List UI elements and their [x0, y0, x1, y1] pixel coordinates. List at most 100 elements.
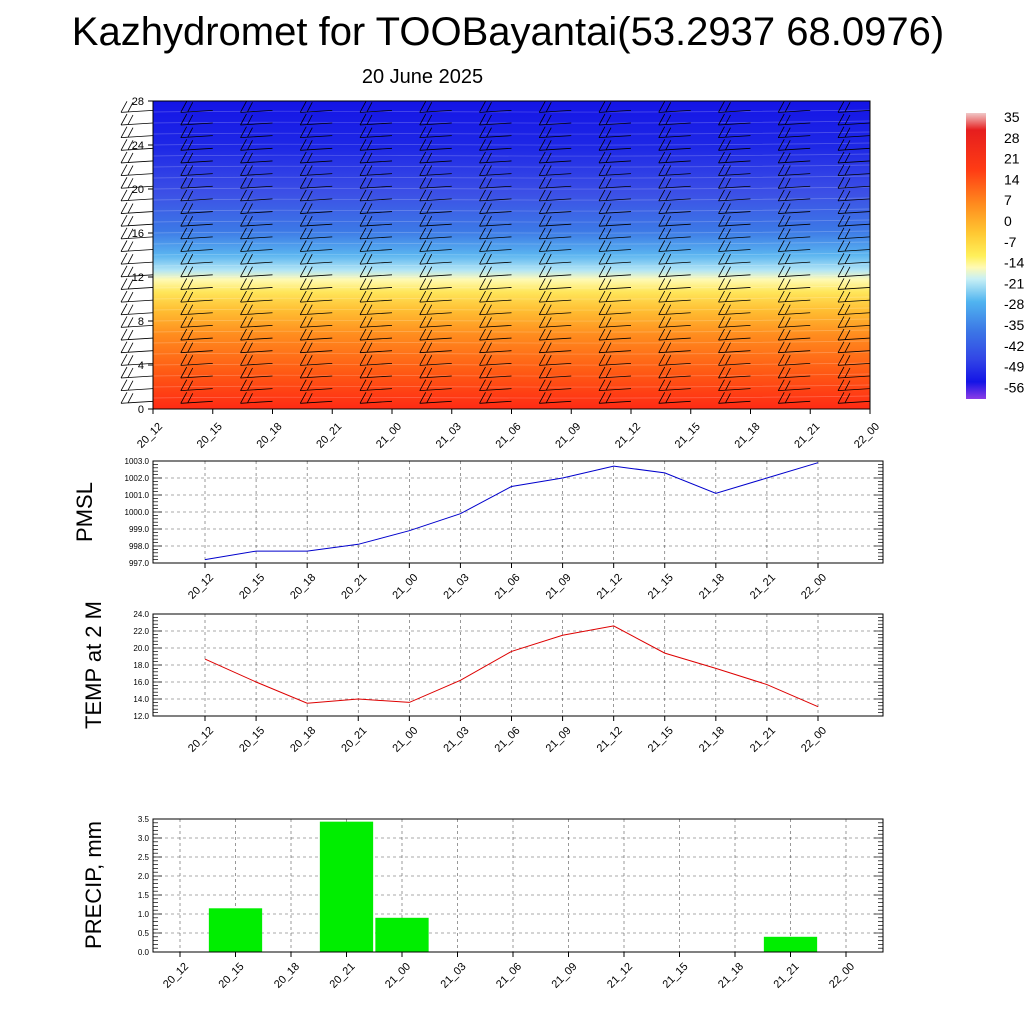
wind-barb-flag [486, 329, 492, 340]
wind-barb-flag [240, 316, 247, 328]
wind-barb [837, 240, 871, 252]
wind-barb-flag [366, 279, 373, 290]
wind-barb-flag [180, 379, 188, 391]
wind-barb-shaft [837, 261, 871, 265]
wind-barb [299, 189, 333, 202]
xtick-label: 21_00 [383, 961, 413, 991]
wind-barb [180, 126, 213, 139]
wind-barb-flag [777, 354, 785, 366]
wind-barb-flag [419, 113, 427, 126]
wind-barb [658, 316, 691, 328]
wind-barb-shaft [120, 122, 154, 126]
wind-barb-flag [127, 304, 134, 315]
wind-barb [598, 113, 632, 126]
wind-barb [180, 341, 213, 354]
wind-barb [240, 215, 273, 227]
wind-barb-flag [299, 366, 307, 379]
wind-barb-flag [426, 178, 433, 188]
ytick-label: 18.0 [133, 661, 149, 670]
ytick-label: 16.0 [133, 678, 149, 687]
wind-barb-shaft [539, 337, 572, 341]
wind-barb [299, 202, 333, 214]
wind-barb-flag [538, 341, 546, 353]
wind-barb-shaft [479, 400, 512, 404]
wind-barb-flag [366, 317, 373, 328]
wind-barb-flag [837, 341, 845, 353]
wind-barb-flag [784, 342, 791, 353]
wind-barb-flag [366, 380, 373, 391]
wind-barb-shaft [718, 274, 751, 278]
wind-barb-flag [777, 101, 785, 113]
wind-barb-flag [598, 379, 606, 391]
wind-barb-shaft [598, 375, 632, 379]
wind-barb [598, 227, 632, 240]
wind-barb-flag [837, 316, 845, 328]
wind-barb [777, 278, 811, 290]
wind-barb-flag [120, 290, 128, 303]
wind-barb-flag [545, 178, 552, 188]
wind-barb [120, 392, 154, 404]
wind-barb-flag [545, 241, 552, 252]
xtick-label: 21_12 [595, 725, 625, 755]
wind-barb-shaft [778, 135, 811, 139]
wind-barb [837, 113, 871, 126]
wind-barb-flag [658, 139, 666, 151]
wind-barb-flag [359, 316, 367, 328]
wind-barb [120, 278, 154, 290]
wind-barb-shaft [778, 185, 811, 189]
series-line [204, 625, 819, 708]
wind-barb [837, 379, 871, 392]
wind-barb-flag [127, 266, 134, 277]
ytick-label: 997.0 [129, 559, 150, 568]
colorbar-label: 28 [1004, 130, 1020, 146]
wind-barb [240, 392, 273, 404]
wind-barb-flag [538, 354, 546, 366]
wind-barb-shaft [300, 249, 333, 252]
heatmap-field [153, 101, 870, 409]
wind-barb-flag [718, 278, 725, 290]
wind-barb-shaft [837, 299, 871, 303]
wind-barb-shaft [479, 388, 512, 392]
wind-barb [419, 290, 452, 303]
wind-barb-flag [366, 165, 373, 176]
wind-barb-shaft [479, 185, 512, 189]
wind-barb-flag [306, 380, 313, 391]
wind-barb-flag [127, 367, 134, 378]
wind-barb-flag [479, 265, 486, 277]
wind-barb-shaft [658, 198, 691, 202]
wind-barb [180, 139, 213, 151]
wind-barb-flag [718, 113, 725, 126]
wind-barb-flag [180, 316, 188, 328]
ytick-label: 14.0 [133, 695, 149, 704]
wind-barb-flag [538, 379, 546, 391]
wind-barb-flag [718, 341, 725, 353]
wind-barb-flag [665, 380, 672, 391]
wind-barb-flag [306, 114, 313, 125]
wind-barb-shaft [240, 223, 273, 227]
wind-barb-shaft [539, 299, 572, 303]
wind-barb-flag [299, 341, 307, 353]
wind-barb-flag [120, 202, 128, 214]
wind-barb-shaft [359, 312, 393, 316]
wind-barb-flag [844, 114, 851, 125]
wind-barb [240, 189, 273, 202]
wind-barb-flag [299, 303, 307, 315]
wind-barb-shaft [240, 337, 273, 341]
wind-barb-shaft [479, 223, 512, 227]
wind-barb-shaft [120, 312, 154, 316]
wind-barb-flag [479, 227, 486, 240]
wind-barb-flag [605, 178, 612, 188]
contour-line [152, 120, 871, 124]
wind-barb-shaft [837, 350, 871, 354]
wind-barb-shaft [359, 400, 393, 404]
wind-barb [419, 189, 452, 202]
wind-barb-flag [127, 329, 134, 340]
wind-barb [538, 189, 572, 202]
wind-barb-shaft [598, 198, 632, 202]
wind-barb-flag [180, 215, 188, 227]
wind-barb-flag [844, 253, 851, 264]
wind-barb-flag [486, 317, 492, 328]
wind-barb-shaft [778, 147, 811, 151]
wind-barb-flag [486, 266, 492, 277]
wind-barb-flag [180, 177, 188, 189]
